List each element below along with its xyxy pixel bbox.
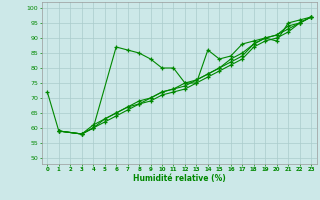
X-axis label: Humidité relative (%): Humidité relative (%) — [133, 174, 226, 183]
